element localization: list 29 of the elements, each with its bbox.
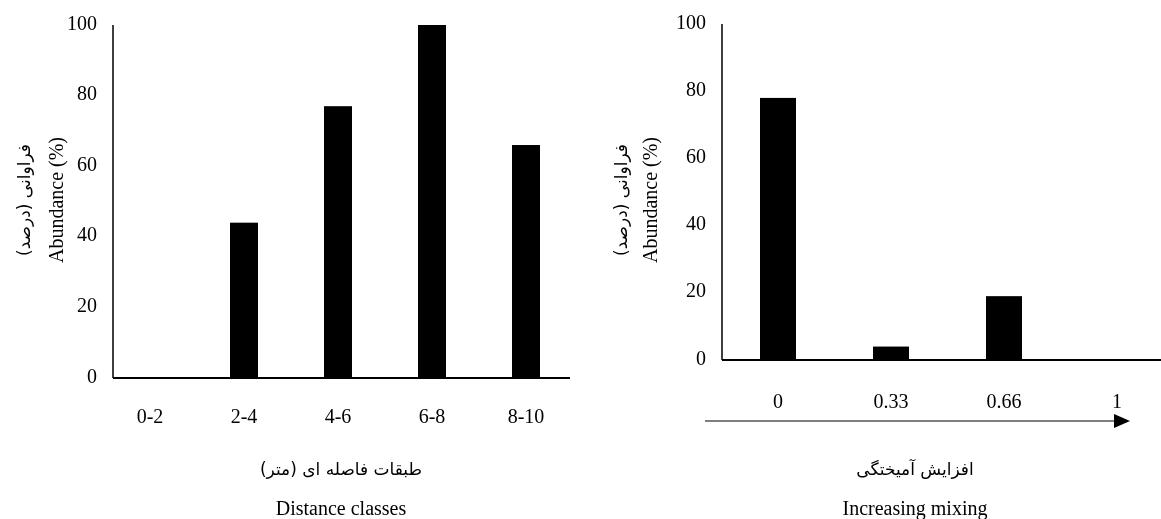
y-tick-label: 80 — [77, 82, 97, 105]
x-tick-label: 8-10 — [507, 404, 545, 427]
y-tick-label: 0 — [696, 346, 706, 369]
y-tick-label: 100 — [67, 11, 97, 34]
y-tick-label: 60 — [77, 152, 97, 175]
y-tick-label: 20 — [77, 293, 97, 316]
y-tick-label: 0 — [87, 364, 97, 387]
y-tick-label: 80 — [686, 77, 706, 100]
x-tick-label: 0.66 — [986, 389, 1022, 412]
x-axis-title: Increasing mixing — [842, 496, 988, 519]
text: افزایش آمیختگی — [856, 458, 974, 479]
text: فراوانی (درصد) — [14, 144, 34, 256]
x-tick-label: 0.33 — [873, 389, 909, 412]
y-tick-label: 100 — [676, 10, 706, 33]
text: فراوانی (درصد) — [611, 144, 631, 256]
x-tick-label: 1 — [1112, 389, 1122, 412]
x-axis-title: Distance classes — [275, 496, 407, 519]
x-tick-label: 0-2 — [136, 404, 164, 427]
text: طبقات فاصله ای (متر) — [259, 459, 423, 479]
x-tick-label: 0 — [773, 389, 783, 412]
x-tick-label: 6-8 — [418, 404, 446, 427]
y-tick-label: 40 — [77, 223, 97, 246]
y-axis-title: Abundance (%) — [638, 136, 662, 264]
y-tick-label: 60 — [686, 144, 706, 167]
x-tick-label: 4-6 — [324, 404, 352, 427]
y-tick-label: 20 — [686, 279, 706, 302]
x-tick-label: 2-4 — [230, 404, 258, 427]
y-axis-title: Abundance (%) — [44, 136, 68, 264]
y-tick-label: 40 — [686, 212, 706, 235]
